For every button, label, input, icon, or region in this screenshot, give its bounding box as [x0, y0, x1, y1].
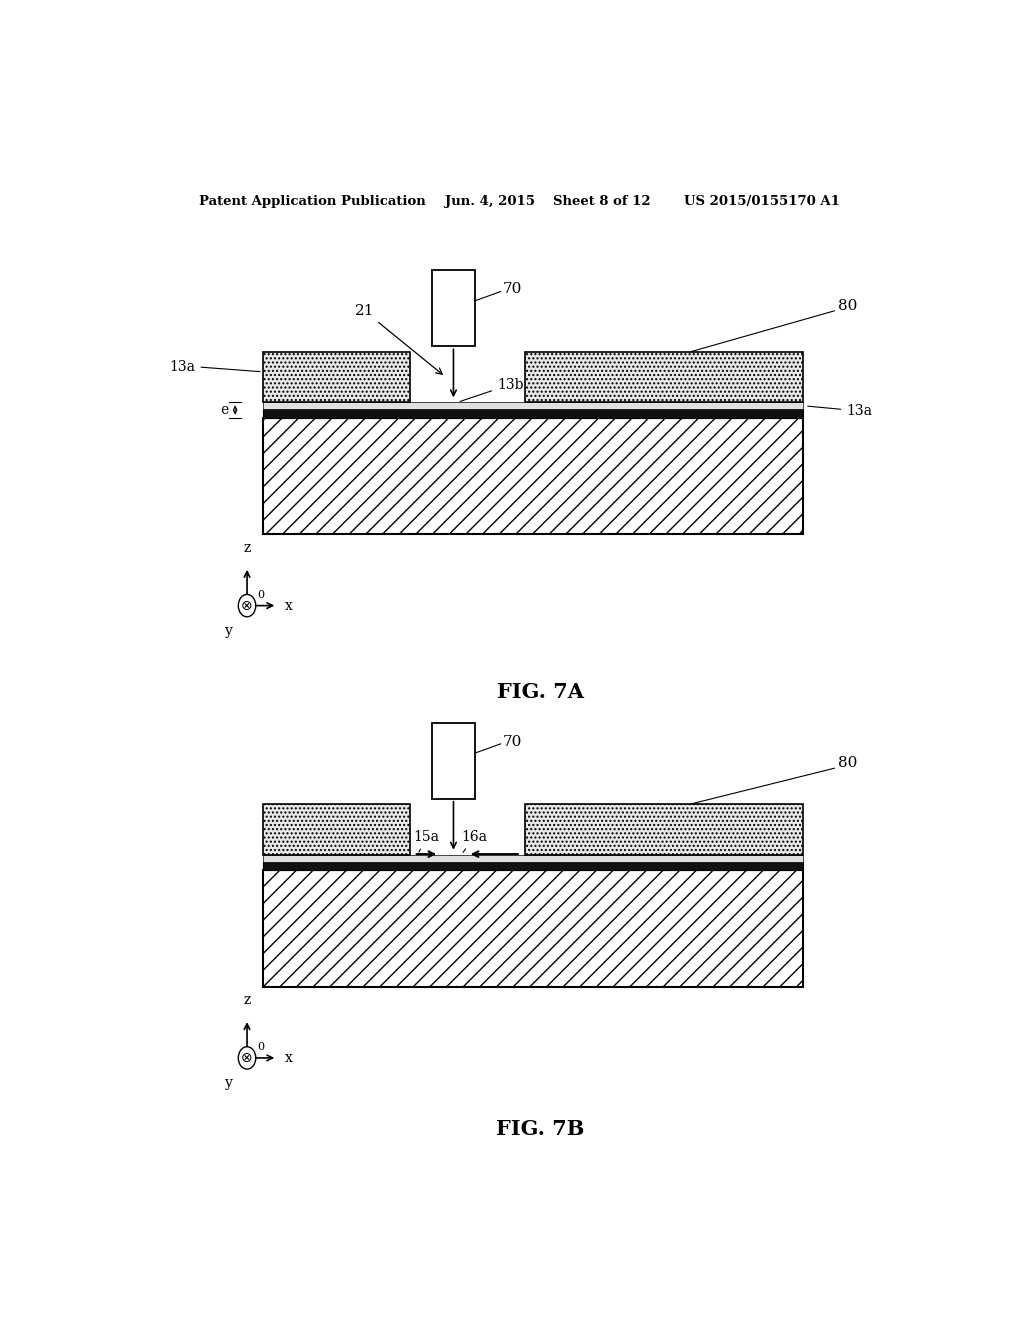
Text: 80: 80	[839, 756, 858, 770]
Text: 21: 21	[354, 304, 442, 375]
Text: Jun. 4, 2015: Jun. 4, 2015	[445, 195, 536, 209]
Text: 16a: 16a	[462, 830, 487, 853]
Text: ⊗: ⊗	[242, 1051, 253, 1065]
Text: 15a: 15a	[414, 830, 439, 853]
Bar	[432, 722, 475, 799]
Text: Sheet 8 of 12: Sheet 8 of 12	[553, 195, 650, 209]
Text: 70: 70	[503, 282, 522, 296]
Bar	[263, 351, 410, 403]
Text: x: x	[285, 1051, 293, 1065]
Bar	[263, 417, 803, 535]
Bar	[263, 403, 803, 409]
Bar	[524, 804, 803, 854]
Bar	[432, 271, 475, 346]
Text: 13a: 13a	[808, 404, 872, 418]
Text: y: y	[225, 1076, 232, 1090]
Bar	[263, 870, 803, 987]
Text: FIG. 7B: FIG. 7B	[497, 1119, 585, 1139]
Bar	[524, 351, 803, 403]
Circle shape	[239, 1047, 256, 1069]
Text: z: z	[244, 993, 251, 1007]
Bar	[263, 854, 803, 862]
Text: e: e	[220, 403, 228, 417]
Text: US 2015/0155170 A1: US 2015/0155170 A1	[684, 195, 840, 209]
Text: 13a: 13a	[169, 360, 260, 374]
Text: ⊗: ⊗	[242, 598, 253, 612]
Text: z: z	[244, 541, 251, 554]
Text: 0: 0	[257, 590, 264, 599]
Text: y: y	[225, 624, 232, 638]
Bar	[263, 409, 803, 417]
Text: 80: 80	[839, 298, 858, 313]
Text: 13b: 13b	[460, 378, 523, 401]
Text: Patent Application Publication: Patent Application Publication	[200, 195, 426, 209]
Bar	[263, 862, 803, 870]
Bar	[263, 804, 410, 854]
Text: FIG. 7A: FIG. 7A	[498, 682, 584, 702]
Text: 70: 70	[503, 734, 522, 748]
Circle shape	[239, 594, 256, 616]
Text: 0: 0	[257, 1041, 264, 1052]
Text: x: x	[285, 598, 293, 612]
